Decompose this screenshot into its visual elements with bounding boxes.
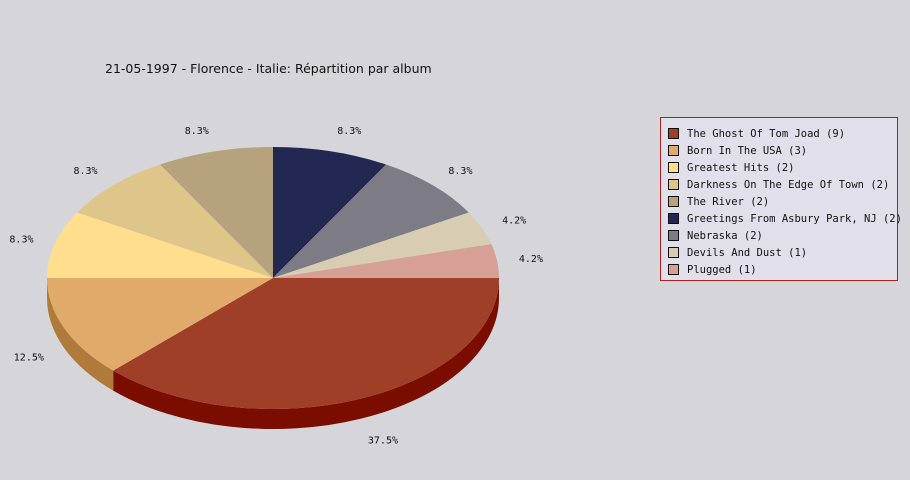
- legend-label: The Ghost Of Tom Joad (9): [687, 127, 846, 140]
- legend-label: Nebraska (2): [687, 229, 763, 242]
- legend-label: Greatest Hits (2): [687, 161, 795, 174]
- legend-swatch: [668, 162, 679, 173]
- legend-item: Nebraska (2): [661, 227, 897, 244]
- pie-slice-6: [273, 164, 469, 278]
- legend-swatch: [668, 128, 679, 139]
- pie-slice-1: [47, 278, 273, 371]
- pie-slice-3: [77, 164, 273, 278]
- legend-label: The River (2): [687, 195, 770, 208]
- pie-slice-4: [160, 147, 273, 278]
- legend-label: Greetings From Asbury Park, NJ (2): [687, 212, 902, 225]
- legend-item: The Ghost Of Tom Joad (9): [661, 125, 897, 142]
- legend-item: Greetings From Asbury Park, NJ (2): [661, 210, 902, 227]
- legend-item: Born In The USA (3): [661, 142, 897, 159]
- pie-slice-7: [273, 212, 492, 278]
- pie-side-1: [47, 278, 114, 391]
- pie-slice-5: [273, 147, 386, 278]
- legend-swatch: [668, 247, 679, 258]
- pie-slice-8: [273, 244, 499, 278]
- legend-swatch: [668, 230, 679, 241]
- legend-swatch: [668, 264, 679, 275]
- legend-swatch: [668, 179, 679, 190]
- legend-label: Plugged (1): [687, 263, 757, 276]
- pie-slice-0: [113, 278, 499, 410]
- pie-side-0: [113, 278, 499, 430]
- legend-swatch: [668, 145, 679, 156]
- pie-label-7: 4.2%: [502, 215, 526, 226]
- legend-swatch: [668, 196, 679, 207]
- legend-item: The River (2): [661, 193, 897, 210]
- pie-label-6: 8.3%: [448, 166, 472, 177]
- legend-item: Greatest Hits (2): [661, 159, 897, 176]
- pie-label-3: 8.3%: [74, 166, 98, 177]
- legend-swatch: [668, 213, 679, 224]
- legend-item: Plugged (1): [661, 261, 897, 278]
- legend-label: Born In The USA (3): [687, 144, 808, 157]
- legend-label: Darkness On The Edge Of Town (2): [687, 178, 890, 191]
- legend: The Ghost Of Tom Joad (9) Born In The USA…: [660, 117, 902, 281]
- legend-label: Devils And Dust (1): [687, 246, 808, 259]
- pie-label-0: 37.5%: [368, 435, 398, 446]
- legend-item: Darkness On The Edge Of Town (2): [661, 176, 897, 193]
- pie-label-5: 8.3%: [337, 126, 361, 137]
- pie-slice-2: [47, 212, 273, 278]
- pie-label-2: 8.3%: [9, 234, 33, 245]
- legend-item: Devils And Dust (1): [661, 244, 897, 261]
- pie-label-8: 4.2%: [519, 254, 543, 265]
- pie-label-4: 8.3%: [185, 126, 209, 137]
- chart-title: 21-05-1997 - Florence - Italie: Répartit…: [105, 61, 432, 76]
- pie-label-1: 12.5%: [14, 353, 44, 364]
